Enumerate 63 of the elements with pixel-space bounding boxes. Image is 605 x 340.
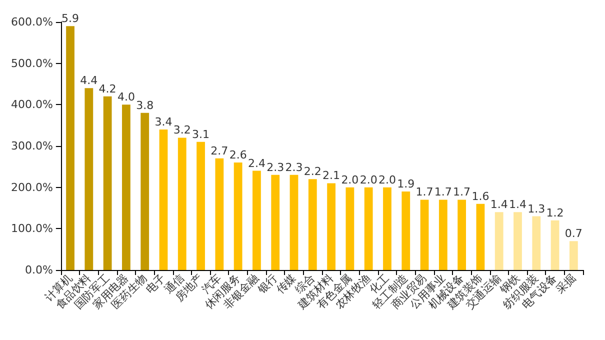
data-label: 1.4	[508, 198, 526, 212]
data-label: 2.6	[229, 148, 247, 162]
data-label: 5.9	[62, 12, 80, 26]
bar	[290, 174, 298, 270]
bar	[550, 220, 560, 270]
bar	[122, 104, 130, 270]
y-tick-label: 300.0%	[10, 140, 53, 152]
bar	[159, 129, 168, 270]
bar	[66, 26, 74, 270]
bar	[271, 174, 280, 270]
bar	[234, 162, 242, 270]
y-tick-label: 500.0%	[10, 56, 53, 70]
data-label: 1.3	[528, 202, 546, 216]
bar	[103, 96, 112, 270]
bar	[215, 158, 224, 270]
bar	[420, 200, 429, 270]
data-label: 1.6	[472, 190, 490, 203]
bar	[140, 112, 150, 270]
data-label: 3.1	[192, 128, 210, 141]
data-label: 0.7	[564, 227, 582, 240]
data-label: 4.2	[98, 82, 116, 96]
y-tick-label: 400.0%	[10, 98, 53, 112]
data-label: 1.7	[453, 186, 471, 199]
data-label: 2.0	[360, 173, 378, 186]
data-label: 1.7	[416, 186, 434, 199]
bar	[327, 183, 336, 270]
data-label: 2.1	[322, 169, 340, 182]
data-label: 2.2	[304, 165, 322, 178]
data-label: 1.9	[397, 177, 415, 190]
bar	[84, 88, 94, 270]
bar	[458, 200, 466, 270]
y-tick-label: 200.0%	[10, 180, 53, 194]
bar	[438, 200, 448, 270]
bar	[252, 170, 261, 270]
bar	[364, 187, 373, 270]
data-label: 2.3	[285, 160, 303, 174]
bar	[569, 241, 578, 270]
data-label: 4.4	[80, 74, 98, 88]
data-label: 1.4	[490, 198, 508, 212]
data-label: 4.0	[117, 90, 135, 104]
data-label: 3.2	[173, 124, 191, 137]
bar	[494, 212, 504, 270]
bar	[308, 179, 317, 270]
data-label: 2.0	[378, 173, 396, 186]
y-tick-label: 0.0%	[24, 264, 53, 276]
bar	[532, 216, 541, 270]
data-label: 2.7	[210, 144, 228, 158]
data-label: 2.3	[266, 160, 284, 174]
bar	[402, 191, 410, 270]
bar	[346, 187, 354, 270]
y-tick-label: 600.0%	[10, 16, 53, 28]
bar	[196, 142, 205, 270]
data-label: 1.2	[546, 206, 564, 220]
bar	[178, 138, 186, 270]
data-label: 2.4	[248, 156, 266, 170]
data-label: 3.8	[136, 98, 154, 112]
bar	[514, 212, 522, 270]
data-label: 2.0	[341, 173, 359, 186]
y-tick-label: 100.0%	[10, 222, 53, 236]
data-label: 1.7	[434, 186, 452, 199]
bar	[383, 187, 392, 270]
data-label: 3.4	[154, 115, 172, 128]
bar	[476, 204, 485, 270]
